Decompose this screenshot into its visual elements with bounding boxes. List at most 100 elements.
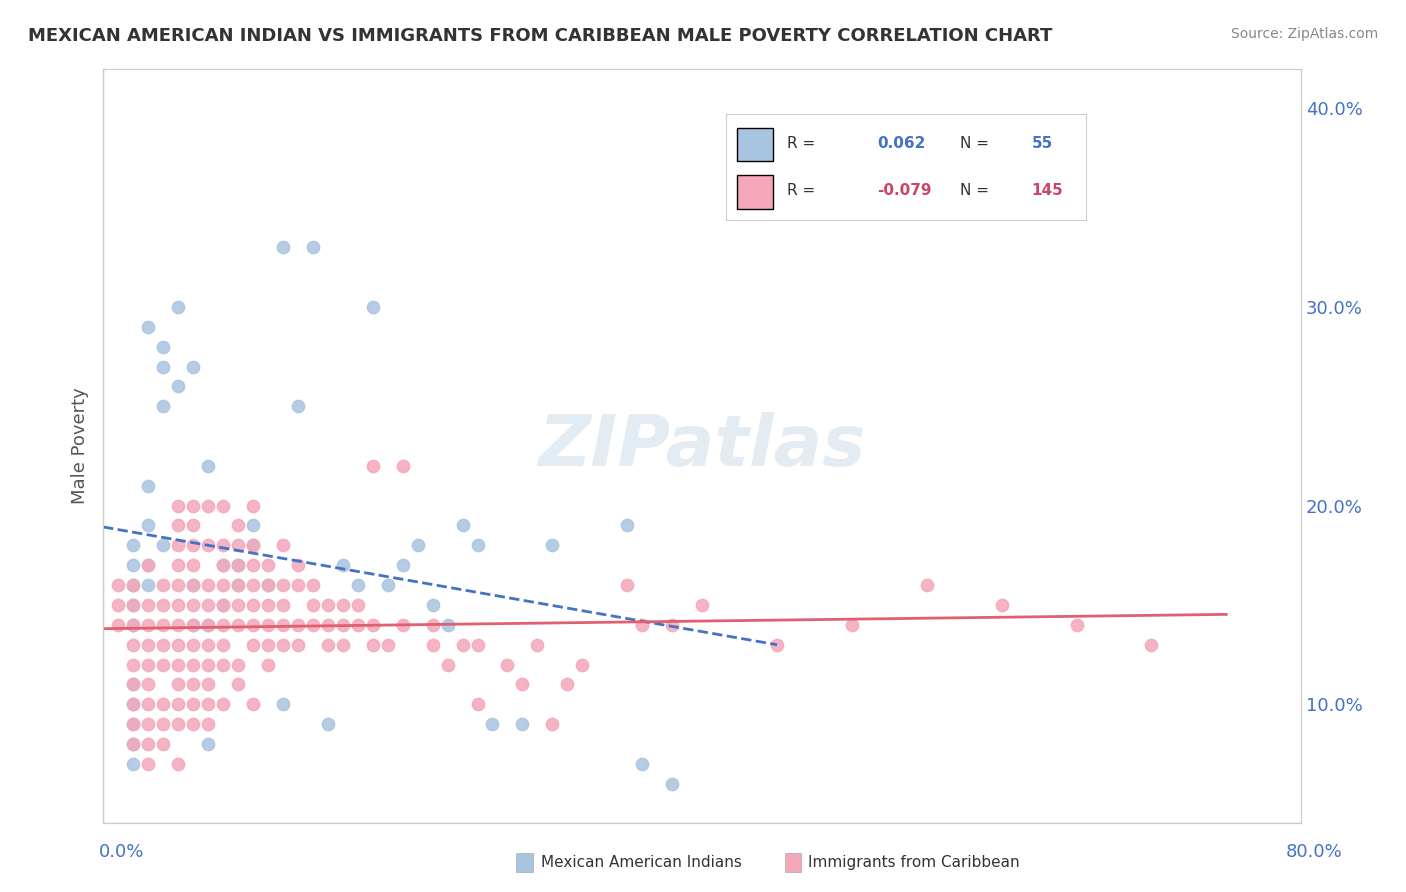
Point — [122, 598, 145, 612]
Point — [226, 578, 249, 592]
Point — [122, 698, 145, 712]
Text: Immigrants from Caribbean: Immigrants from Caribbean — [808, 855, 1021, 870]
Point — [197, 698, 219, 712]
Point — [212, 538, 235, 552]
Point — [271, 578, 294, 592]
Point — [242, 578, 264, 592]
Point — [136, 578, 159, 592]
Point — [136, 717, 159, 731]
Point — [167, 638, 190, 652]
Point — [481, 717, 503, 731]
Point — [226, 617, 249, 632]
Point — [197, 578, 219, 592]
Point — [167, 756, 190, 771]
Text: Source: ZipAtlas.com: Source: ZipAtlas.com — [1230, 27, 1378, 41]
Point — [631, 756, 654, 771]
Point — [181, 578, 204, 592]
Point — [167, 300, 190, 314]
Point — [391, 458, 413, 473]
Point — [242, 538, 264, 552]
Point — [361, 458, 384, 473]
Point — [122, 617, 145, 632]
Point — [257, 578, 280, 592]
Point — [226, 538, 249, 552]
Point — [136, 638, 159, 652]
Point — [136, 737, 159, 751]
Point — [181, 638, 204, 652]
Point — [541, 538, 564, 552]
Point — [316, 617, 339, 632]
Point — [571, 657, 593, 672]
Text: 0.0%: 0.0% — [98, 843, 143, 861]
Point — [451, 518, 474, 533]
Point — [212, 598, 235, 612]
Text: MEXICAN AMERICAN INDIAN VS IMMIGRANTS FROM CARIBBEAN MALE POVERTY CORRELATION CH: MEXICAN AMERICAN INDIAN VS IMMIGRANTS FR… — [28, 27, 1053, 45]
Point — [181, 657, 204, 672]
Point — [197, 598, 219, 612]
Point — [226, 558, 249, 573]
Point — [152, 340, 174, 354]
Point — [361, 617, 384, 632]
Point — [661, 777, 683, 791]
Point — [181, 359, 204, 374]
Point — [197, 737, 219, 751]
Point — [136, 617, 159, 632]
Point — [167, 677, 190, 691]
Point — [181, 698, 204, 712]
Point — [332, 638, 354, 652]
Point — [287, 399, 309, 413]
Point — [271, 240, 294, 254]
Point — [181, 617, 204, 632]
Point — [212, 578, 235, 592]
Point — [226, 518, 249, 533]
Point — [122, 578, 145, 592]
Point — [167, 717, 190, 731]
Point — [136, 518, 159, 533]
Point — [271, 538, 294, 552]
Point — [467, 538, 489, 552]
Point — [361, 300, 384, 314]
Point — [467, 638, 489, 652]
Point — [1066, 617, 1088, 632]
Point — [212, 617, 235, 632]
Point — [661, 617, 683, 632]
Point — [152, 617, 174, 632]
Point — [496, 657, 519, 672]
Point — [197, 538, 219, 552]
Point — [242, 499, 264, 513]
Text: ZIPatlas: ZIPatlas — [538, 411, 866, 481]
Point — [212, 499, 235, 513]
Point — [122, 717, 145, 731]
Point — [122, 756, 145, 771]
Point — [136, 698, 159, 712]
Point — [467, 698, 489, 712]
Point — [361, 638, 384, 652]
Point — [197, 458, 219, 473]
Point — [152, 657, 174, 672]
Point — [212, 638, 235, 652]
Point — [152, 598, 174, 612]
Point — [107, 578, 129, 592]
Point — [257, 638, 280, 652]
Point — [136, 756, 159, 771]
Point — [152, 538, 174, 552]
Point — [377, 638, 399, 652]
Point — [181, 518, 204, 533]
Point — [346, 578, 368, 592]
Point — [181, 578, 204, 592]
Point — [152, 359, 174, 374]
Point — [136, 479, 159, 493]
Point — [197, 717, 219, 731]
Point — [257, 617, 280, 632]
Point — [242, 638, 264, 652]
Point — [631, 617, 654, 632]
Point — [181, 499, 204, 513]
Point — [181, 717, 204, 731]
Point — [451, 638, 474, 652]
Point — [990, 598, 1012, 612]
Point — [391, 558, 413, 573]
Point — [167, 558, 190, 573]
Point — [512, 677, 534, 691]
Point — [122, 657, 145, 672]
Point — [316, 717, 339, 731]
